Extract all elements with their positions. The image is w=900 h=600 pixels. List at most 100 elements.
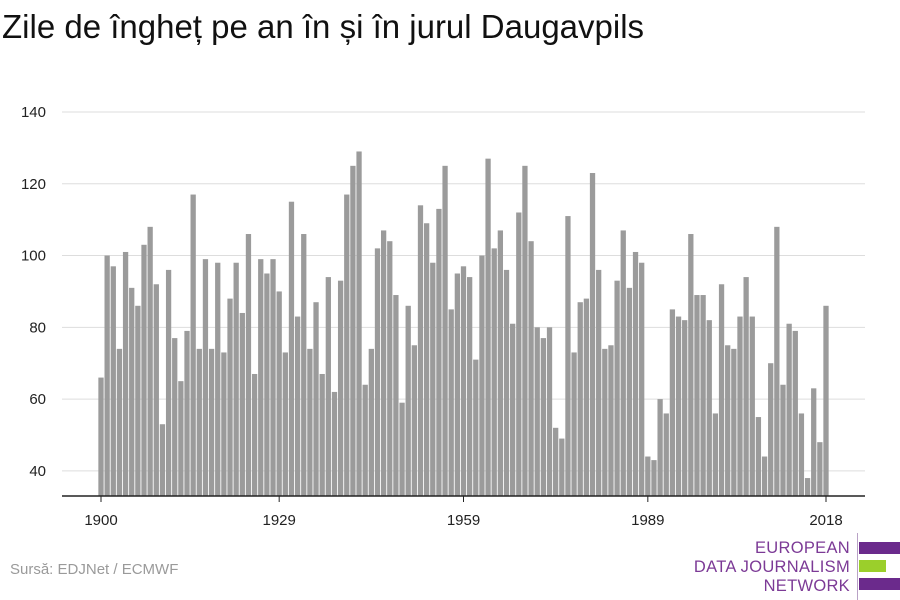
- bar-1990: [651, 460, 657, 496]
- bar-1988: [639, 262, 645, 496]
- bar-chart: 40 60 80 100 120 140 1900 1929 1959 1989 2018: [21, 104, 865, 529]
- bar-1931: [288, 201, 295, 497]
- bar-1952: [417, 205, 424, 496]
- bar-1936: [319, 373, 325, 496]
- bar-1909: [153, 284, 159, 496]
- bar-1905: [129, 287, 135, 496]
- bar-1959: [460, 266, 467, 496]
- bar-1995: [682, 320, 688, 496]
- bar-1901: [104, 255, 110, 496]
- bar-1937: [325, 277, 331, 496]
- logo-divider: [857, 533, 858, 600]
- bar-1930: [282, 352, 288, 496]
- bar-2011: [780, 384, 786, 496]
- bar-1975: [559, 438, 565, 496]
- bar-1943: [362, 384, 368, 496]
- bar-1953: [423, 223, 430, 497]
- bar-2013: [792, 330, 798, 496]
- axes: 40 60 80 100 120 140 1900 1929 1959 1989 2018: [21, 104, 865, 529]
- bar-1994: [675, 316, 682, 496]
- bar-1929: [276, 291, 282, 496]
- bar-1923: [239, 312, 245, 496]
- bar-1945: [374, 248, 381, 496]
- bar-1918: [208, 348, 215, 496]
- bar-1933: [301, 234, 307, 497]
- bar-1966: [503, 269, 510, 496]
- bar-1922: [233, 262, 239, 496]
- bar-1987: [632, 251, 639, 496]
- bar-1935: [313, 302, 319, 496]
- bar-1928: [270, 259, 276, 496]
- bar-2014: [798, 413, 805, 496]
- bar-2007: [755, 417, 762, 496]
- bar-1916: [196, 348, 202, 496]
- bar-1969: [522, 165, 528, 496]
- y-tick-label: 140: [21, 104, 46, 121]
- bar-2018: [823, 305, 829, 496]
- bar-1962: [479, 255, 485, 496]
- logo-bar-purple-top: [859, 542, 900, 554]
- bar-1915: [190, 194, 196, 496]
- bar-1932: [294, 316, 301, 496]
- bar-1978: [577, 302, 583, 496]
- bar-1981: [596, 269, 602, 496]
- y-tick-label: 100: [21, 248, 46, 265]
- bar-1903: [116, 348, 123, 496]
- bar-2000: [712, 413, 719, 496]
- bar-1907: [141, 244, 147, 496]
- bar-1955: [436, 208, 442, 496]
- bar-1976: [565, 216, 571, 496]
- bar-2006: [749, 316, 755, 496]
- bar-1912: [172, 338, 178, 496]
- bar-1914: [184, 330, 190, 496]
- bar-1973: [546, 327, 553, 496]
- bar-1986: [626, 287, 633, 496]
- bar-1951: [411, 345, 417, 496]
- logo-line-data-journalism: DATA JOURNALISM: [693, 558, 850, 576]
- bar-1957: [448, 309, 454, 496]
- bar-1946: [380, 230, 387, 496]
- edjnet-logo: EUROPEAN DATA JOURNALISM NETWORK: [694, 533, 900, 600]
- bar-2005: [743, 277, 749, 496]
- bar-1900: [98, 377, 104, 496]
- bar-1996: [688, 234, 694, 497]
- bar-1902: [110, 266, 116, 496]
- chart-title: Zile de îngheț pe an în și în jurul Daug…: [2, 8, 645, 45]
- bar-1984: [614, 280, 620, 496]
- bar-1972: [540, 338, 547, 496]
- bar-1998: [700, 295, 706, 496]
- bar-1906: [135, 305, 141, 496]
- bar-2001: [718, 284, 725, 496]
- y-tick-label: 80: [29, 319, 46, 336]
- bar-1938: [331, 391, 338, 496]
- bar-1991: [657, 399, 663, 496]
- bar-1949: [399, 402, 405, 496]
- bar-1925: [251, 373, 258, 496]
- x-tick-label: 1959: [447, 512, 480, 529]
- bar-1947: [387, 241, 393, 496]
- bar-1974: [553, 427, 559, 496]
- bar-1989: [645, 456, 651, 496]
- logo-line-network: NETWORK: [763, 577, 850, 595]
- bar-1963: [485, 158, 491, 496]
- bar-1950: [405, 305, 411, 496]
- bar-1985: [620, 230, 626, 496]
- bar-1920: [221, 352, 227, 496]
- bar-1913: [178, 381, 184, 496]
- y-tick-label: 60: [29, 391, 46, 408]
- bar-2016: [811, 388, 817, 496]
- bar-1993: [669, 309, 676, 496]
- bar-1942: [356, 151, 362, 497]
- x-tick-label: 1929: [262, 512, 295, 529]
- y-tick-label: 40: [29, 463, 46, 480]
- bar-1917: [202, 259, 209, 496]
- bar-2004: [737, 316, 743, 496]
- bar-1997: [694, 295, 700, 496]
- logo-bar-purple-bottom: [859, 578, 900, 590]
- y-tick-label: 120: [21, 176, 46, 193]
- bar-1961: [473, 359, 479, 496]
- bar-1982: [602, 348, 608, 496]
- bar-2017: [817, 442, 823, 496]
- bar-1954: [430, 262, 436, 496]
- bar-1927: [264, 273, 270, 496]
